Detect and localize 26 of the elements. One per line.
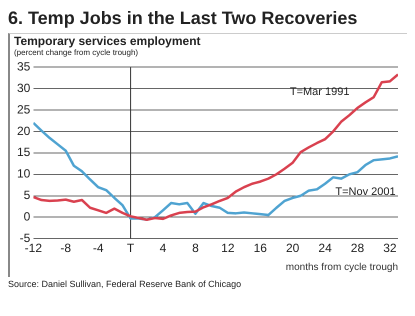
chart-subtitle: Temporary services employment (14, 34, 202, 48)
x-tick-label: 16 (254, 241, 268, 256)
series-label: T=Mar 1991 (290, 86, 350, 98)
y-tick-label: 20 (16, 124, 31, 138)
y-tick-label: 35 (16, 60, 31, 74)
x-tick-label: -4 (92, 241, 104, 256)
x-tick-label: 28 (350, 241, 364, 256)
y-axis-title: (percent change from cycle trough) (14, 48, 140, 57)
x-tick-label: 24 (318, 241, 332, 256)
x-tick-label: 32 (383, 241, 397, 256)
y-tick-label: 5 (24, 188, 31, 202)
y-tick-label: 30 (16, 80, 31, 95)
x-tick-label: -8 (60, 241, 72, 256)
chart-title: 6. Temp Jobs in the Last Two Recoveries (8, 8, 358, 29)
source-note: Source: Daniel Sullivan, Federal Reserve Bank of Chicago (8, 279, 242, 289)
x-tick-label: 8 (192, 241, 200, 256)
y-tick-label: 15 (16, 145, 31, 160)
x-tick-label: 4 (160, 241, 167, 256)
series-label: T=Nov 2001 (335, 186, 396, 198)
x-tick-label: 20 (286, 241, 300, 256)
y-tick-label: 25 (16, 102, 31, 116)
x-axis-title: months from cycle trough (286, 262, 398, 273)
x-tick-label: 12 (221, 241, 235, 256)
y-tick-label: 0 (24, 209, 31, 224)
x-tick-label: T (126, 241, 135, 256)
y-tick-label: 10 (16, 166, 31, 181)
